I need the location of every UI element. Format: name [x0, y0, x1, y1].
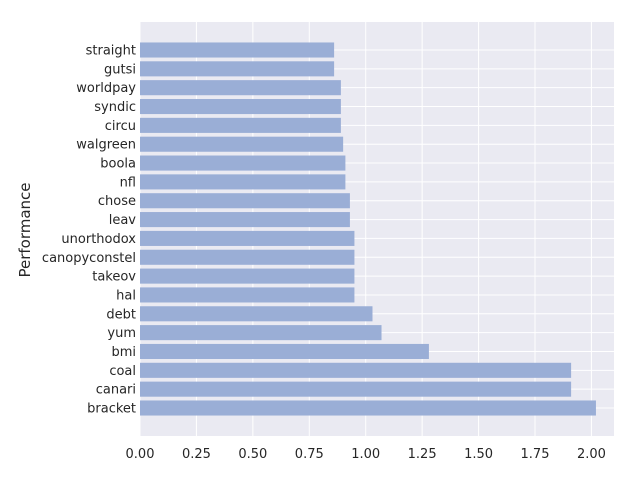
y-tick-label: boola [100, 157, 136, 172]
bar-canopyconstel [140, 249, 355, 265]
y-tick-labels: bracket canari coal bmi yum debt hal takeov cano… [42, 44, 136, 417]
x-tick-label: 2.00 [577, 447, 606, 462]
y-tick-label: syndic [94, 100, 136, 115]
bar-chose [140, 193, 350, 209]
x-tick-label: 0.25 [182, 447, 211, 462]
bar-bracket [140, 400, 596, 416]
bar-takeov [140, 268, 355, 284]
bar-syndic [140, 98, 341, 115]
x-tick-label: 0.50 [238, 447, 267, 462]
y-tick-label: canari [96, 383, 136, 398]
x-tick-labels: 0.00 0.25 0.50 0.75 1.00 1.25 1.50 1.75 2.00 [126, 447, 606, 462]
bar-bmi [140, 343, 429, 360]
y-tick-label: coal [109, 364, 136, 379]
y-tick-label: debt [106, 307, 136, 322]
x-tick-label: 0.00 [126, 447, 155, 462]
y-tick-label: takeov [92, 270, 136, 285]
bar-unorthodox [140, 230, 355, 246]
bar-canari [140, 381, 572, 397]
bar-straight [140, 42, 335, 58]
y-axis-label: Performance [16, 182, 34, 277]
y-tick-label: unorthodox [61, 232, 136, 247]
x-tick-label: 1.75 [521, 447, 550, 462]
bar-debt [140, 306, 373, 322]
y-tick-label: walgreen [76, 138, 136, 153]
bars [140, 42, 596, 416]
bar-boola [140, 155, 346, 171]
y-tick-label: circu [105, 119, 136, 134]
bar-circu [140, 117, 341, 133]
y-tick-label: yum [107, 326, 136, 341]
bar-leav [140, 212, 350, 228]
y-tick-label: bmi [111, 345, 136, 360]
y-tick-label: canopyconstel [42, 251, 136, 266]
bar-coal [140, 362, 572, 378]
y-tick-label: chose [98, 194, 136, 209]
y-tick-label: leav [109, 213, 137, 228]
y-tick-label: bracket [87, 402, 136, 417]
x-tick-label: 1.00 [351, 447, 380, 462]
x-tick-label: 0.75 [295, 447, 324, 462]
bar-gutsi [140, 61, 335, 77]
bar-nfl [140, 174, 346, 190]
bar-worldpay [140, 80, 341, 96]
y-tick-label: nfl [120, 175, 136, 190]
y-tick-label: worldpay [76, 81, 136, 96]
y-tick-label: gutsi [104, 62, 136, 77]
bar-walgreen [140, 136, 344, 152]
y-tick-label: straight [86, 44, 136, 59]
x-tick-label: 1.25 [408, 447, 437, 462]
bar-yum [140, 325, 382, 341]
y-tick-label: hal [116, 288, 136, 303]
bar-hal [140, 287, 355, 303]
x-tick-label: 1.50 [464, 447, 493, 462]
